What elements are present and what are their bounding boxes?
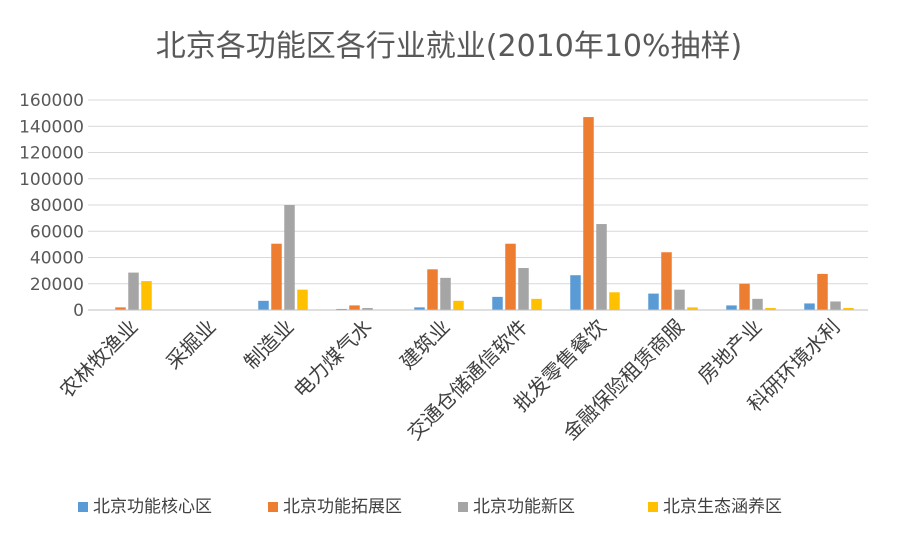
legend-item: 北京功能新区 bbox=[458, 497, 575, 517]
y-tick-label: 20000 bbox=[30, 275, 84, 295]
bar bbox=[128, 272, 139, 310]
bar bbox=[817, 273, 828, 310]
legend-label: 北京生态涵养区 bbox=[663, 497, 782, 517]
legend-item: 北京功能拓展区 bbox=[268, 497, 402, 517]
bar bbox=[349, 305, 360, 310]
y-tick-label: 140000 bbox=[19, 117, 84, 137]
bars bbox=[102, 117, 854, 310]
x-tick-label: 制造业 bbox=[239, 315, 298, 374]
bar bbox=[115, 307, 126, 310]
bar bbox=[284, 205, 295, 310]
bar bbox=[765, 308, 776, 310]
legend-swatch bbox=[268, 502, 278, 512]
bar bbox=[531, 298, 542, 310]
bar bbox=[427, 269, 438, 310]
legend-label: 北京功能拓展区 bbox=[283, 497, 402, 517]
bar bbox=[687, 307, 698, 310]
bar bbox=[674, 289, 685, 310]
bar bbox=[453, 300, 464, 310]
bar bbox=[414, 307, 425, 310]
bar bbox=[739, 283, 750, 310]
bar bbox=[492, 296, 503, 310]
legend-label: 北京功能新区 bbox=[473, 497, 575, 517]
bar bbox=[843, 308, 854, 310]
x-tick-label: 建筑业 bbox=[395, 315, 454, 374]
bar bbox=[661, 252, 672, 310]
bar bbox=[752, 298, 763, 310]
y-tick-label: 120000 bbox=[19, 144, 84, 164]
legend-swatch bbox=[78, 502, 88, 512]
legend-swatch bbox=[458, 502, 468, 512]
bar bbox=[804, 303, 815, 310]
y-tick-label: 0 bbox=[73, 301, 84, 321]
bar bbox=[830, 301, 841, 310]
y-tick-label: 100000 bbox=[19, 170, 84, 190]
bar bbox=[583, 117, 594, 310]
bar bbox=[336, 308, 347, 310]
legend-swatch bbox=[648, 502, 658, 512]
y-tick-label: 160000 bbox=[19, 91, 84, 111]
y-tick-label: 40000 bbox=[30, 249, 84, 269]
bar bbox=[258, 300, 269, 310]
x-tick-label: 电力煤气水 bbox=[289, 315, 377, 403]
bar bbox=[297, 289, 308, 310]
y-axis-ticks: 0 20000 40000 60000 80000 100000 120000 140000 1… bbox=[19, 91, 84, 321]
x-tick-label: 房地产业 bbox=[693, 315, 767, 389]
legend: 北京功能核心区 北京功能拓展区 北京功能新区 北京生态涵养区 bbox=[78, 497, 782, 517]
bar bbox=[440, 277, 451, 310]
y-tick-label: 80000 bbox=[30, 196, 84, 216]
bar bbox=[596, 224, 607, 310]
bar bbox=[362, 308, 373, 310]
bar bbox=[570, 275, 581, 310]
legend-label: 北京功能核心区 bbox=[93, 497, 212, 517]
bar bbox=[141, 281, 152, 310]
legend-item: 北京功能核心区 bbox=[78, 497, 212, 517]
y-tick-label: 60000 bbox=[30, 222, 84, 242]
x-tick-label: 农林牧渔业 bbox=[55, 315, 143, 403]
bar bbox=[609, 292, 620, 310]
chart-title: 北京各功能区各行业就业(2010年10%抽样) bbox=[156, 29, 742, 64]
bar bbox=[726, 305, 737, 310]
bar bbox=[648, 293, 659, 310]
x-tick-label: 采掘业 bbox=[161, 315, 220, 374]
legend-item: 北京生态涵养区 bbox=[648, 497, 782, 517]
bar bbox=[518, 268, 529, 310]
bar bbox=[271, 243, 282, 310]
bar bbox=[505, 243, 516, 310]
gridlines bbox=[88, 99, 868, 285]
